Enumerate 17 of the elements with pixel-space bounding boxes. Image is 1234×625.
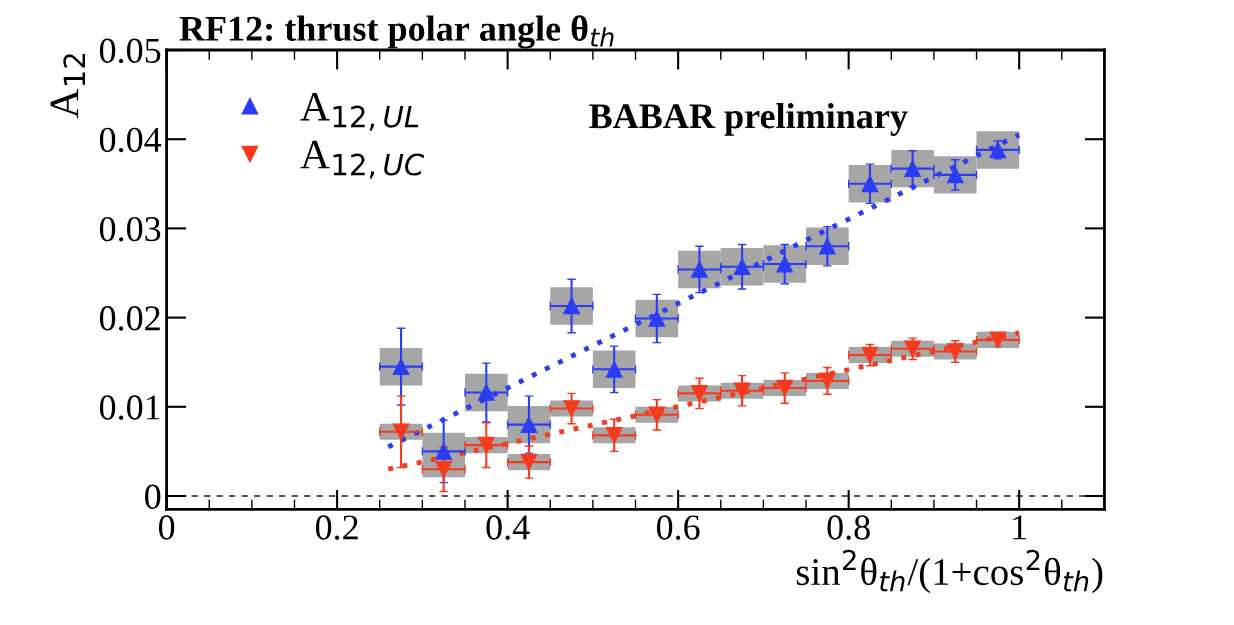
x-tick-label: 0.8 <box>827 515 870 540</box>
y-tick-label: 0 <box>145 484 161 509</box>
legend-label: A$_{12,UL}$ <box>300 92 419 131</box>
chart-title: RF12: thrust polar angle θ$_{th}$ <box>179 15 614 49</box>
y-tick-label: 0.03 <box>99 216 161 242</box>
x-tick-label: 1 <box>1013 515 1027 540</box>
x-tick-label: 0.6 <box>656 515 700 540</box>
annotation: BABAR preliminary <box>589 103 908 136</box>
x-tick-label: 0.4 <box>486 515 530 540</box>
y-tick-label: 0.05 <box>99 38 161 64</box>
legend-label: A$_{12,UC}$ <box>300 140 425 179</box>
x-tick-label: 0.2 <box>315 515 358 540</box>
y-tick-label: 0.04 <box>99 127 162 153</box>
y-axis-title: A$_{12}$ <box>50 54 85 119</box>
text: sin$^{2}$θ$_{th}$/(1+cos$^{2}$θ$_{th}$) <box>796 549 1103 594</box>
y-tick-label: 0.01 <box>99 395 160 420</box>
y-tick-label: 0.02 <box>99 306 160 331</box>
